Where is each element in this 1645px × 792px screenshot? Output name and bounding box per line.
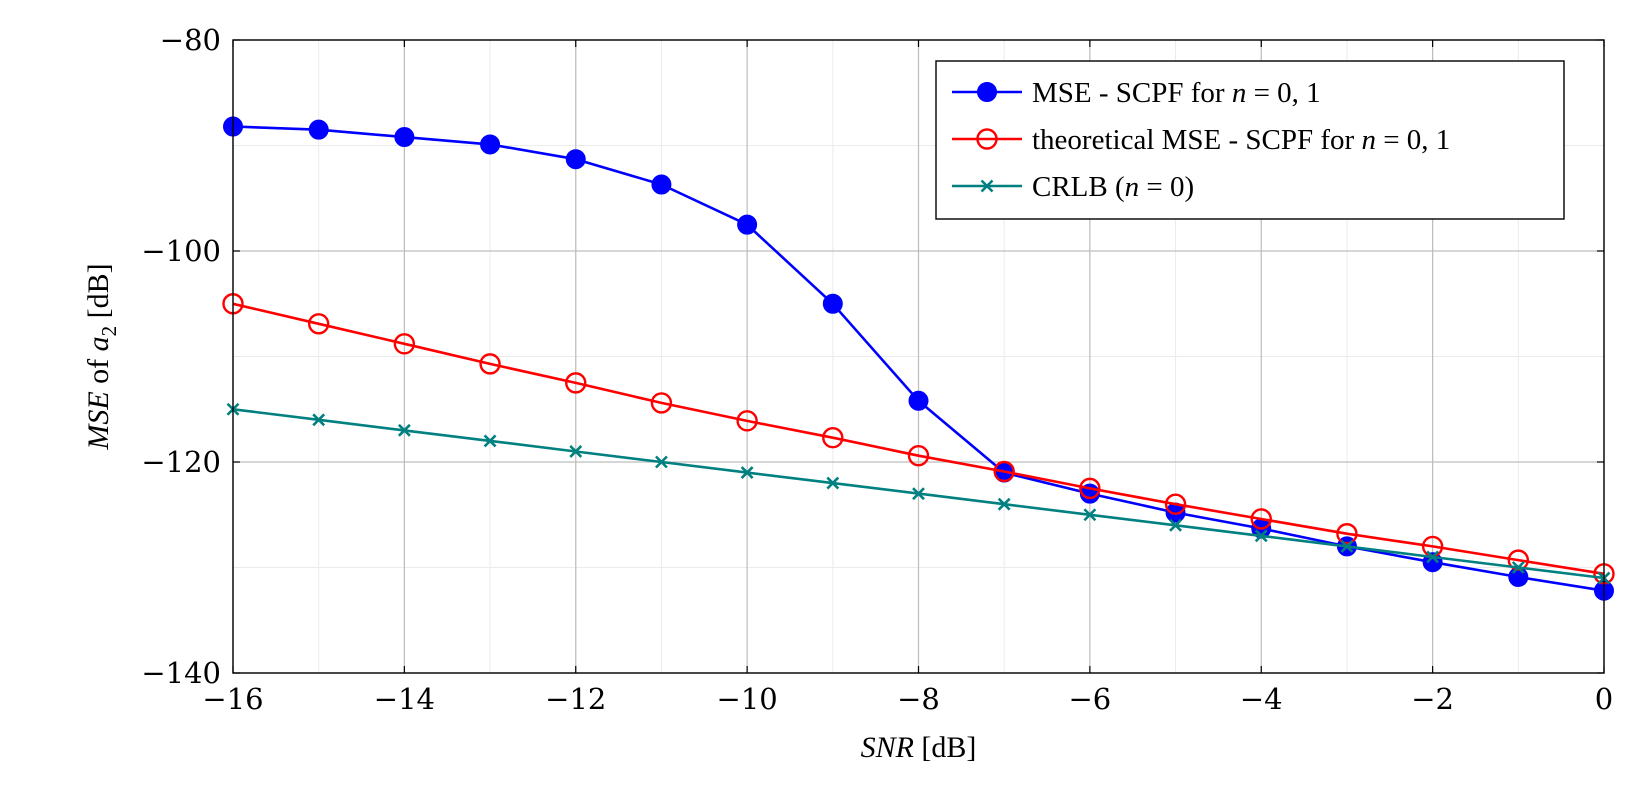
data-point	[1511, 561, 1525, 574]
legend-box	[935, 60, 1565, 220]
y-tick-label: −100	[141, 234, 221, 268]
x-tick-label: −16	[202, 682, 263, 716]
data-point	[312, 413, 326, 427]
x-tick-label: −10	[717, 682, 778, 716]
data-point	[1507, 549, 1530, 571]
series-line	[232, 302, 1605, 576]
data-point	[1169, 518, 1182, 532]
data-point	[997, 497, 1011, 511]
legend-label: CRLB (n = 0)	[1032, 171, 1194, 203]
legend-entry-1: MSE - SCPF for n = 0, 1	[952, 77, 1321, 109]
legend-label-text: CRLB (	[1032, 171, 1125, 203]
x-tick-label: −12	[545, 682, 606, 716]
data-point	[736, 410, 758, 432]
legend-entry-3: CRLB (n = 0)	[952, 171, 1194, 203]
legend-label: MSE - SCPF for n = 0, 1	[1032, 77, 1321, 109]
data-point	[908, 390, 929, 411]
legend-label-tail: = 0)	[1139, 171, 1194, 203]
data-point	[394, 127, 415, 148]
data-point	[565, 372, 587, 394]
legend-label-var: n	[1125, 171, 1140, 203]
data-point	[569, 445, 583, 458]
x-tick-label: −14	[374, 682, 435, 716]
legend-label-tail: = 0, 1	[1246, 77, 1320, 109]
series-2	[222, 293, 1615, 585]
data-point	[912, 487, 925, 501]
data-point	[993, 460, 1015, 483]
data-point	[822, 293, 843, 314]
x-tick-label: −6	[1069, 682, 1112, 716]
data-point	[822, 427, 844, 449]
y-axis-label-sym: a	[82, 336, 115, 351]
y-tick-label: −80	[160, 23, 221, 57]
data-point	[308, 119, 329, 140]
data-point	[907, 444, 930, 467]
data-point	[307, 313, 330, 335]
legend-label-tail: = 0, 1	[1376, 124, 1450, 156]
data-point	[1250, 508, 1272, 530]
series-3	[226, 402, 1611, 585]
y-axis-label-sub: 2	[97, 326, 121, 337]
y-axis-label-of: of	[82, 351, 115, 391]
data-point	[1340, 539, 1354, 553]
data-point	[1083, 508, 1097, 522]
data-point	[651, 174, 672, 195]
legend-marker	[976, 128, 998, 150]
legend-label-text: MSE - SCPF for	[1032, 77, 1232, 109]
legend-label-var: n	[1232, 77, 1247, 109]
legend-label-text: theoretical MSE - SCPF for	[1032, 124, 1361, 156]
y-axis-label-unit: [dB]	[82, 263, 115, 326]
x-axis-label-unit: [dB]	[914, 731, 977, 764]
legend-marker	[980, 179, 994, 193]
data-point	[479, 353, 501, 375]
y-axis-label-var: MSE	[82, 391, 115, 450]
y-tick-label: −140	[141, 656, 221, 690]
data-point	[655, 455, 668, 469]
data-point	[483, 434, 497, 448]
data-point	[393, 333, 416, 355]
data-point	[1079, 477, 1101, 500]
data-point	[1254, 529, 1268, 543]
axes-frame	[232, 39, 1605, 674]
data-point	[737, 214, 758, 235]
x-tick-label: −4	[1240, 682, 1283, 716]
data-point	[480, 134, 501, 155]
x-axis-label: SNR [dB]	[861, 731, 977, 764]
data-point	[1426, 550, 1440, 564]
legend-marker	[977, 82, 997, 102]
data-point	[565, 149, 586, 170]
x-axis-label-var: SNR	[861, 731, 914, 764]
legend-label-var: n	[1361, 124, 1376, 156]
y-tick-label: −120	[141, 445, 221, 479]
x-tick-label: −8	[897, 682, 940, 716]
x-tick-label: −2	[1411, 682, 1454, 716]
x-tick-label: 0	[1595, 682, 1613, 716]
legend-label: theoretical MSE - SCPF for n = 0, 1	[1032, 124, 1450, 156]
data-point	[1164, 493, 1187, 515]
data-point	[650, 392, 673, 414]
data-point	[826, 476, 840, 490]
data-point	[397, 423, 411, 437]
legend-entry-2: theoretical MSE - SCPF for n = 0, 1	[952, 124, 1450, 156]
y-axis-label: MSE of a2 [dB]	[82, 263, 121, 450]
data-point	[1336, 523, 1358, 545]
data-point	[740, 466, 754, 479]
